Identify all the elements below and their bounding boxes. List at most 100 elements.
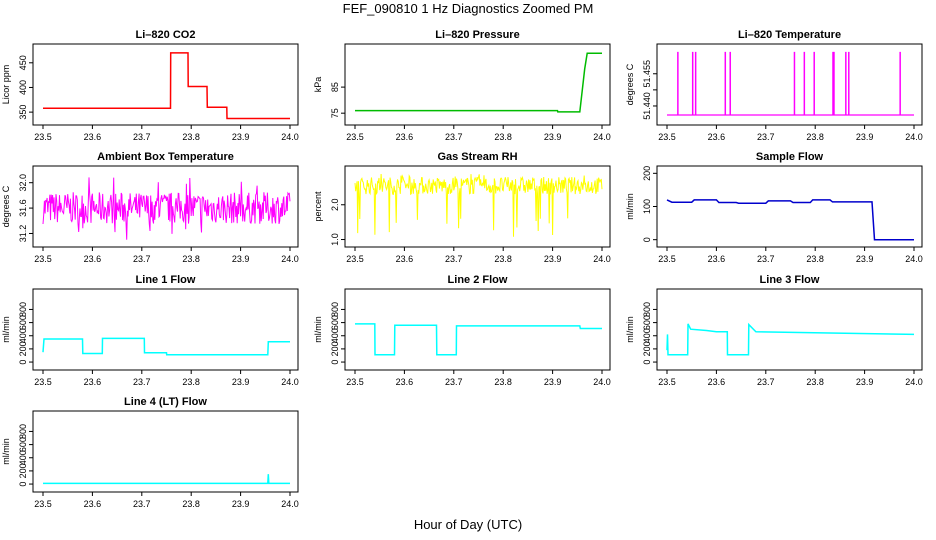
panel-9: Line 3 Flow 23.5 23.6 23.7 23.8 23.9 24.0 0 2004… xyxy=(625,274,923,387)
series-line xyxy=(355,323,602,356)
panel-title: Li–820 Temperature xyxy=(738,29,841,41)
x-tick-label: 24.0 xyxy=(593,132,611,142)
x-tick-label: 24.0 xyxy=(281,377,299,387)
plot-frame xyxy=(344,288,611,371)
x-tick-label: 23.5 xyxy=(34,132,52,142)
y-tick-label: 51.440 xyxy=(642,92,652,120)
x-tick-label: 23.5 xyxy=(346,254,364,264)
y-tick-label: 32.0 xyxy=(18,174,28,192)
x-tick-label: 23.7 xyxy=(445,377,463,387)
panel-6: Sample Flow 23.5 23.6 23.7 23.8 23.9 24.0 0 100 2… xyxy=(625,151,923,264)
x-tick-label: 24.0 xyxy=(905,132,923,142)
panel-5: Gas Stream RH 23.5 23.6 23.7 23.8 23.9 24.0 1.0… xyxy=(313,151,611,264)
y-tick-label: 31.6 xyxy=(18,199,28,217)
x-tick-label: 23.7 xyxy=(757,377,775,387)
x-tick-label: 23.7 xyxy=(133,132,151,142)
x-tick-label: 24.0 xyxy=(593,377,611,387)
y-tick-label: 200 xyxy=(642,166,652,181)
x-tick-label: 23.7 xyxy=(445,132,463,142)
y-tick-label: 400 xyxy=(18,450,28,465)
x-tick-label: 24.0 xyxy=(281,499,299,509)
y-tick-label: 1.0 xyxy=(330,233,340,246)
y-tick-label: 800 xyxy=(18,424,28,439)
x-tick-label: 23.8 xyxy=(182,254,200,264)
panel-2: Li–820 Pressure 23.5 23.6 23.7 23.8 23.9 24.0 7… xyxy=(313,29,611,142)
y-axis-label: degrees C xyxy=(1,185,11,227)
x-tick-label: 23.9 xyxy=(232,254,250,264)
plot-frame xyxy=(656,165,923,248)
x-tick-label: 23.7 xyxy=(133,377,151,387)
panel-title: Line 3 Flow xyxy=(760,274,820,286)
x-tick-label: 23.6 xyxy=(84,377,102,387)
series-line xyxy=(43,474,290,485)
y-tick-label: 200 xyxy=(18,341,28,356)
figure-title: FEF_090810 1 Hz Diagnostics Zoomed PM xyxy=(342,1,594,16)
x-tick-label: 23.6 xyxy=(708,377,726,387)
y-axis-label: ml/min xyxy=(1,316,11,343)
x-tick-label: 23.6 xyxy=(84,254,102,264)
x-tick-label: 23.7 xyxy=(133,499,151,509)
x-tick-label: 23.9 xyxy=(232,499,250,509)
y-tick-label: 400 xyxy=(642,328,652,343)
x-tick-label: 23.9 xyxy=(544,377,562,387)
x-tick-label: 23.5 xyxy=(346,132,364,142)
panel-8: Line 2 Flow 23.5 23.6 23.7 23.8 23.9 24.0 0 2004… xyxy=(313,274,611,387)
x-tick-label: 23.7 xyxy=(757,132,775,142)
x-tick-label: 24.0 xyxy=(281,254,299,264)
series-line xyxy=(43,52,290,120)
plot-frame xyxy=(32,43,299,126)
y-tick-label: 0 xyxy=(18,482,28,487)
plot-frame xyxy=(32,410,299,493)
y-tick-label: 0 xyxy=(642,237,652,242)
y-tick-label: 600 xyxy=(330,315,340,330)
x-tick-label: 23.8 xyxy=(806,132,824,142)
y-axis-label: degrees C xyxy=(625,63,635,105)
plot-frame xyxy=(344,43,611,126)
x-tick-label: 23.5 xyxy=(34,254,52,264)
x-tick-label: 23.7 xyxy=(445,254,463,264)
x-tick-label: 23.5 xyxy=(658,132,676,142)
x-tick-label: 23.5 xyxy=(346,377,364,387)
x-tick-label: 23.9 xyxy=(232,377,250,387)
plot-frame xyxy=(344,165,611,248)
series-line xyxy=(666,199,914,241)
series-line xyxy=(354,173,603,237)
panel-title: Li–820 Pressure xyxy=(435,29,519,41)
x-tick-label: 23.8 xyxy=(182,377,200,387)
series-line xyxy=(666,322,915,356)
x-tick-label: 23.9 xyxy=(856,377,874,387)
x-tick-label: 23.6 xyxy=(708,132,726,142)
x-tick-label: 23.6 xyxy=(708,254,726,264)
panel-title: Sample Flow xyxy=(756,151,824,163)
x-tick-label: 23.9 xyxy=(856,132,874,142)
series-line xyxy=(42,177,291,240)
panel-3: Li–820 Temperature 23.5 23.6 23.7 23.8 23.9 24… xyxy=(625,29,923,142)
y-tick-label: 200 xyxy=(18,463,28,478)
y-tick-label: 800 xyxy=(642,302,652,317)
y-tick-label: 200 xyxy=(330,341,340,356)
x-tick-label: 24.0 xyxy=(905,254,923,264)
x-tick-label: 23.5 xyxy=(658,254,676,264)
y-tick-label: 0 xyxy=(18,360,28,365)
y-axis-label: ml/min xyxy=(313,316,323,343)
plot-frame xyxy=(656,43,923,126)
y-tick-label: 100 xyxy=(642,199,652,214)
x-tick-label: 23.8 xyxy=(494,377,512,387)
panel-title: Line 4 (LT) Flow xyxy=(124,396,207,408)
y-axis-label: ml/min xyxy=(625,316,635,343)
y-tick-label: 400 xyxy=(18,80,28,95)
x-tick-label: 23.5 xyxy=(658,377,676,387)
y-axis-label: percent xyxy=(313,191,323,222)
x-tick-label: 23.8 xyxy=(182,499,200,509)
panel-title: Gas Stream RH xyxy=(437,151,517,163)
panel-1: Li–820 CO2 23.5 23.6 23.7 23.8 23.9 24.0 350 400… xyxy=(1,29,299,142)
y-tick-label: 200 xyxy=(642,341,652,356)
y-axis-label: ml/min xyxy=(1,438,11,465)
panel-title: Line 2 Flow xyxy=(448,274,508,286)
panel-4: Ambient Box Temperature 23.5 23.6 23.7 23.8 2… xyxy=(1,151,299,264)
y-tick-label: 400 xyxy=(330,328,340,343)
x-axis-title: Hour of Day (UTC) xyxy=(413,517,523,532)
x-tick-label: 23.5 xyxy=(34,499,52,509)
x-tick-label: 23.9 xyxy=(232,132,250,142)
